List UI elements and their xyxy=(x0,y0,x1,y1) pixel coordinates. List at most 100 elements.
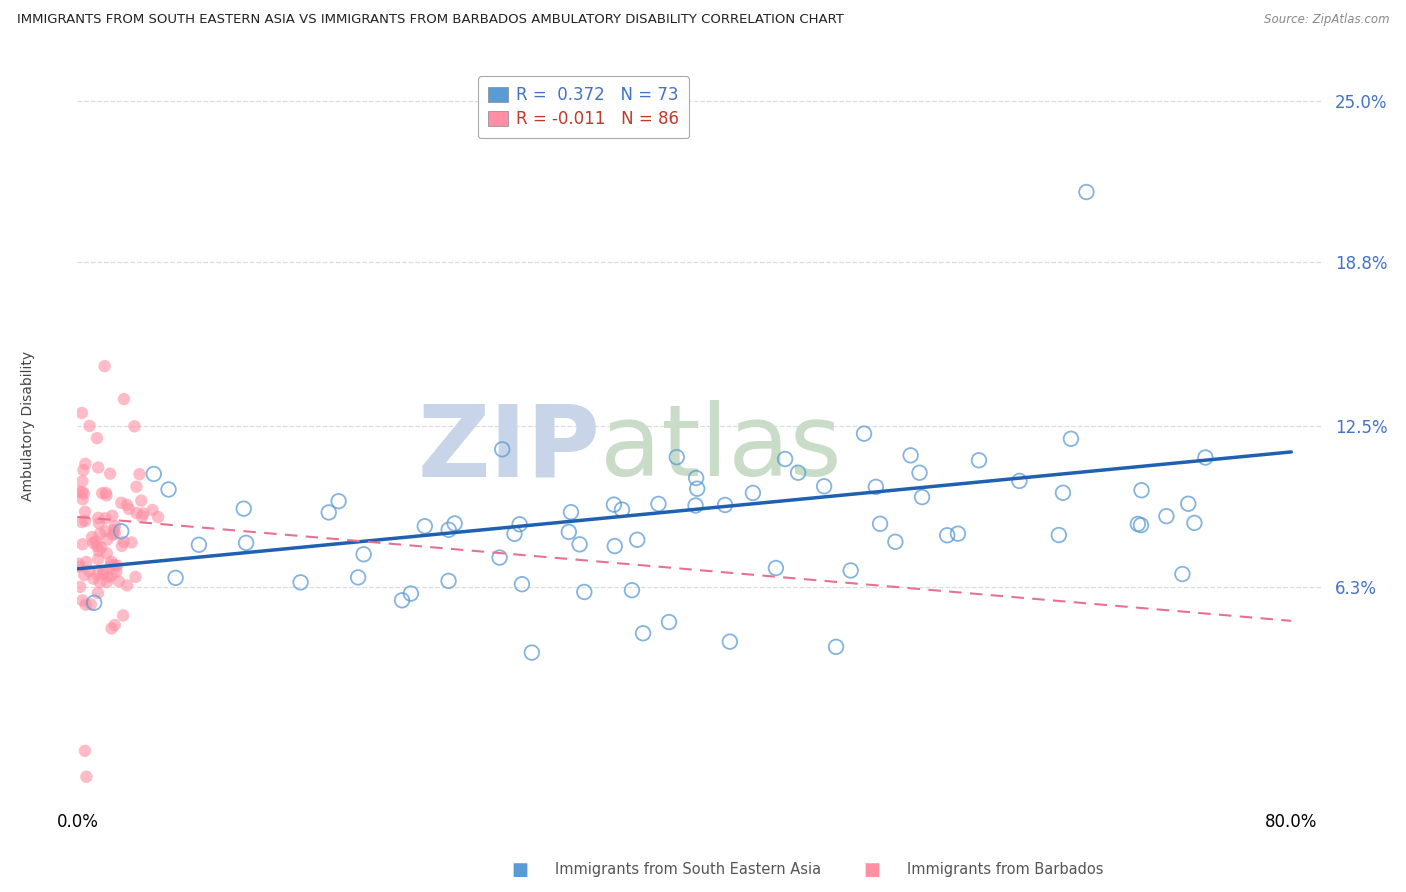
Point xyxy=(86,567,108,582)
Point xyxy=(70,485,93,500)
Point xyxy=(900,448,922,462)
Point xyxy=(568,537,591,551)
Point xyxy=(104,526,127,541)
Point xyxy=(773,452,796,467)
Point xyxy=(967,453,990,467)
Point xyxy=(125,480,148,494)
Point xyxy=(132,507,155,521)
Point xyxy=(91,486,114,500)
Point xyxy=(353,547,375,561)
Point xyxy=(603,539,626,553)
Point xyxy=(121,535,143,549)
Point xyxy=(503,526,526,541)
Point xyxy=(1184,516,1206,530)
Point xyxy=(86,539,108,553)
Point xyxy=(610,502,633,516)
Point xyxy=(100,558,122,572)
Point xyxy=(115,578,138,592)
Point xyxy=(658,615,681,629)
Point xyxy=(84,534,107,549)
Point xyxy=(86,431,108,445)
Point xyxy=(714,498,737,512)
Point xyxy=(558,524,581,539)
Text: Immigrants from South Eastern Asia: Immigrants from South Eastern Asia xyxy=(555,863,821,877)
Legend: R =  0.372   N = 73, R = -0.011   N = 86: R = 0.372 N = 73, R = -0.011 N = 86 xyxy=(478,76,689,138)
Point xyxy=(157,483,180,497)
Point xyxy=(631,626,654,640)
Point xyxy=(112,392,135,406)
Point xyxy=(73,744,96,758)
Point xyxy=(741,486,763,500)
Point xyxy=(98,467,121,481)
Point xyxy=(94,524,117,538)
Point xyxy=(73,568,96,582)
Point xyxy=(70,406,93,420)
Point xyxy=(165,571,187,585)
Point xyxy=(884,534,907,549)
Point xyxy=(100,568,122,582)
Point xyxy=(865,480,887,494)
Point xyxy=(87,516,110,530)
Point xyxy=(124,570,146,584)
Point xyxy=(936,528,959,542)
Point xyxy=(1194,450,1216,465)
Point xyxy=(1008,474,1031,488)
Point xyxy=(103,523,125,537)
Point xyxy=(87,544,110,558)
Point xyxy=(328,494,350,508)
Point xyxy=(94,486,117,500)
Point xyxy=(347,570,370,584)
Point xyxy=(80,530,103,544)
Point xyxy=(142,467,165,481)
Point xyxy=(75,514,97,528)
Point xyxy=(603,498,626,512)
Point xyxy=(82,536,104,550)
Point xyxy=(90,541,112,555)
Text: Source: ZipAtlas.com: Source: ZipAtlas.com xyxy=(1264,13,1389,27)
Point xyxy=(100,555,122,569)
Point xyxy=(100,622,122,636)
Point xyxy=(488,550,510,565)
Point xyxy=(73,486,96,500)
Point xyxy=(73,505,96,519)
Point xyxy=(93,566,115,580)
Point xyxy=(1076,185,1098,199)
Point xyxy=(290,575,312,590)
Point xyxy=(87,552,110,566)
Point xyxy=(125,506,148,520)
Point xyxy=(509,517,531,532)
Point xyxy=(787,466,810,480)
Point xyxy=(128,467,150,482)
Point xyxy=(87,511,110,525)
Text: Immigrants from Barbados: Immigrants from Barbados xyxy=(907,863,1104,877)
Point xyxy=(141,503,163,517)
Point xyxy=(869,516,891,531)
Text: Ambulatory Disability: Ambulatory Disability xyxy=(21,351,35,501)
Point xyxy=(825,640,848,654)
Point xyxy=(75,555,97,569)
Point xyxy=(946,526,969,541)
Point xyxy=(69,580,91,594)
Point xyxy=(665,450,688,464)
Point xyxy=(115,498,138,512)
Point xyxy=(112,535,135,549)
Point xyxy=(620,583,643,598)
Point xyxy=(413,519,436,533)
Point xyxy=(67,557,90,571)
Point xyxy=(124,419,146,434)
Point xyxy=(131,509,153,524)
Point xyxy=(83,596,105,610)
Point xyxy=(765,561,787,575)
Point xyxy=(108,574,131,589)
Point xyxy=(686,482,709,496)
Point xyxy=(94,511,117,525)
Point xyxy=(93,359,115,373)
Point xyxy=(1130,483,1153,498)
Point xyxy=(111,539,134,553)
Point xyxy=(437,523,460,537)
Point xyxy=(75,598,97,612)
Point xyxy=(72,463,94,477)
Point xyxy=(443,516,465,531)
Point xyxy=(89,575,111,590)
Point xyxy=(97,570,120,584)
